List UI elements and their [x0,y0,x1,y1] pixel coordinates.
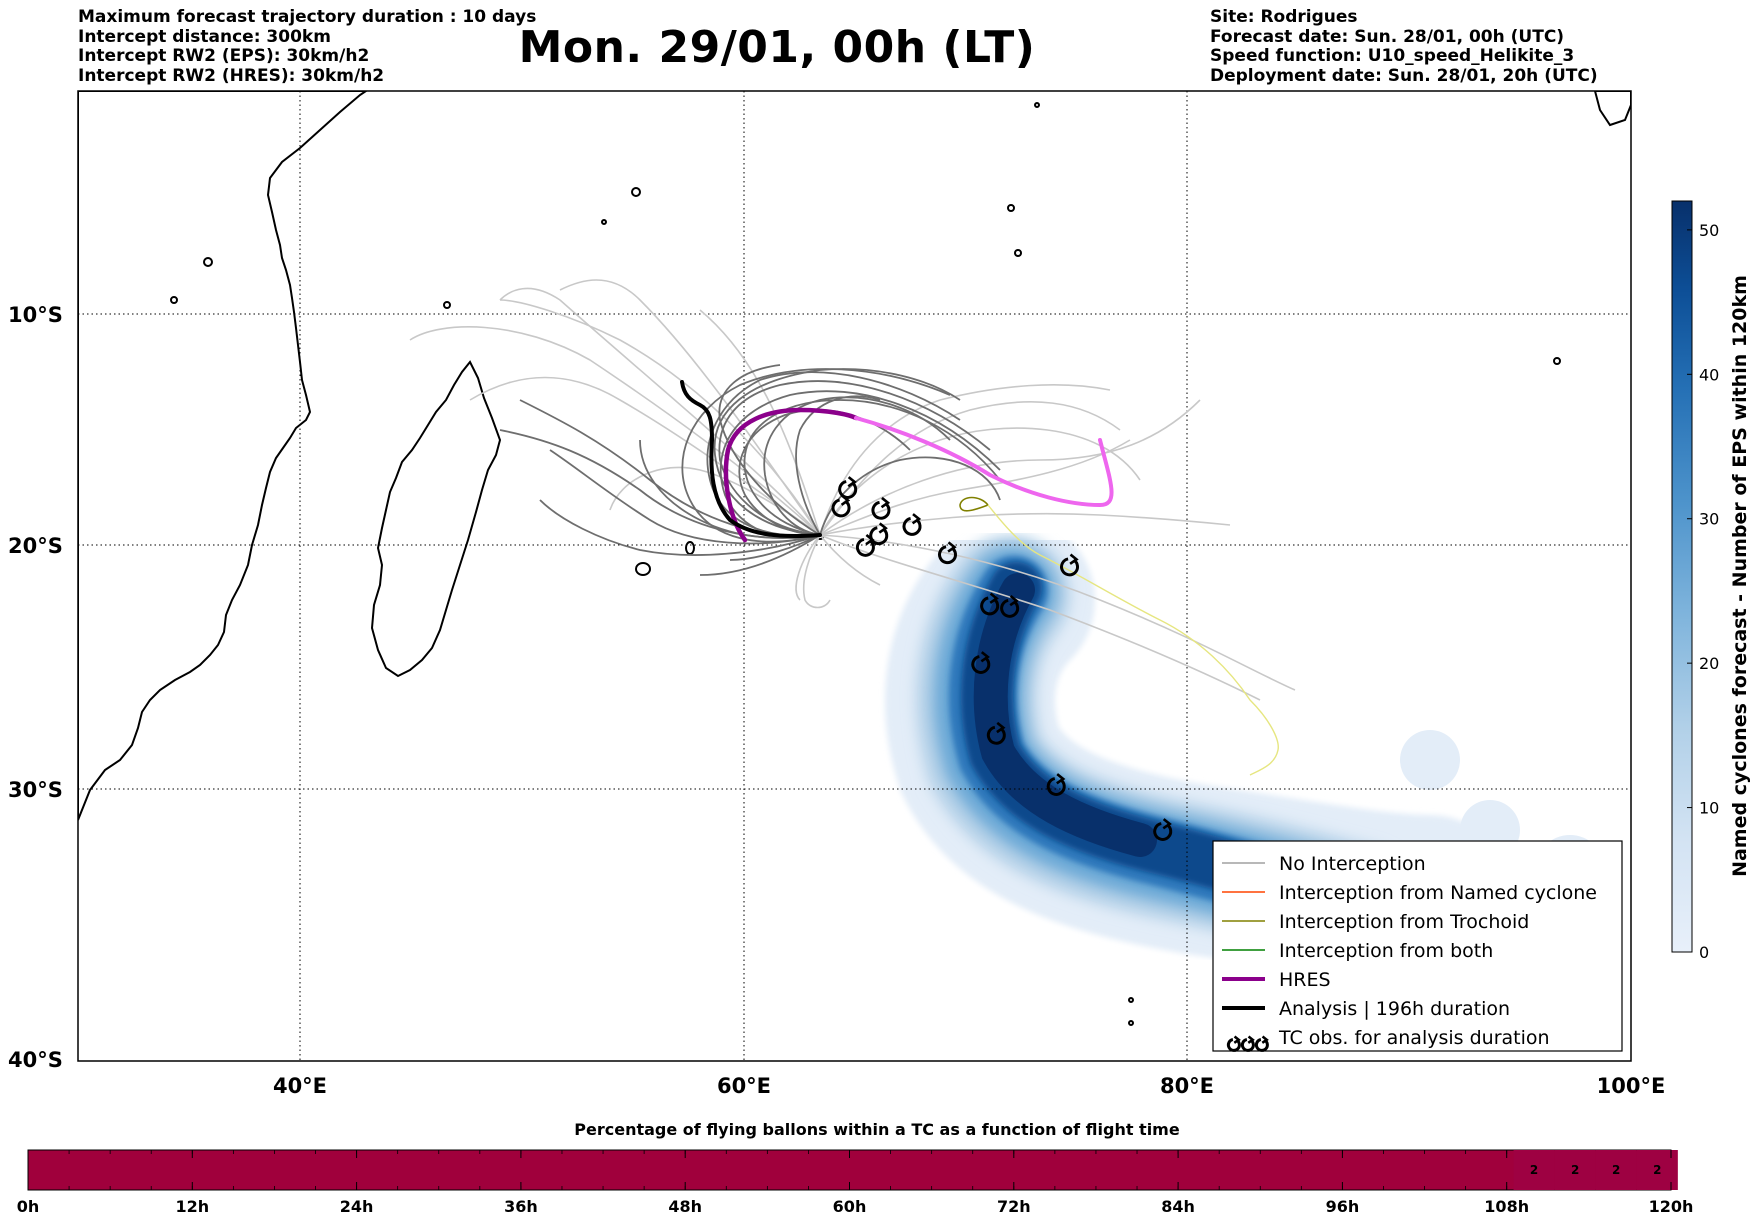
deployment-date: Deployment date: Sun. 28/01, 20h (UTC) [1210,65,1598,86]
tc-obs-marker [971,651,991,674]
legend-label: Interception from Named cyclone [1279,882,1597,904]
tc-obs-marker [938,541,957,565]
tc-obs-marker [1000,595,1020,618]
speed-function: Speed function: U10_speed_Helikite_3 [1210,46,1575,66]
tc-legend-icon [1254,1035,1269,1052]
site-name: Site: Rodrigues [1210,7,1358,27]
legend-item: No Interception [1222,853,1426,875]
max-trajectory-duration: Maximum forecast trajectory duration : 1… [78,7,537,27]
tc-obs-marker [838,476,858,499]
legend-label: No Interception [1279,853,1426,875]
coastlines [78,91,1631,1026]
legend-label: HRES [1279,969,1331,991]
tc-obs-marker [869,522,889,546]
time-bar-tick-label: 84h [1161,1197,1195,1216]
legend-item: Analysis | 196h duration [1222,998,1510,1020]
time-bar-tick-label: 72h [997,1197,1031,1216]
lat-label-10s: 10°S [8,303,63,327]
intercept-rw2-eps: Intercept RW2 (EPS): 30km/h2 [78,46,370,66]
tc-legend-icon [1240,1035,1255,1052]
legend-item: Interception from Trochoid [1222,911,1529,933]
time-bar-cell-label: 2 [1530,1163,1538,1177]
page-title-wrap: Mon. 29/01, 00h (LT) [0,22,1754,73]
colorbar-gradient [1671,200,1693,953]
colorbar-tick-label: 0 [1699,943,1709,962]
legend-item: TC obs. for analysis duration [1226,1027,1550,1052]
time-bar-tick-label: 0h [17,1197,40,1216]
lat-label-40s: 40°S [8,1048,63,1072]
legend-label: Analysis | 196h duration [1279,998,1510,1020]
legend: No Interception Interception from Named c… [1212,840,1623,1052]
latitude-labels: 10°S 20°S 30°S 40°S [8,303,63,1072]
time-bar-tick-label: 48h [668,1197,702,1216]
time-bar: Percentage of flying ballons within a TC… [17,1120,1694,1216]
time-bar-cell [1513,1150,1555,1190]
colorbar-tick-label: 20 [1699,654,1719,673]
legend-item: Interception from both [1222,940,1493,962]
time-bar-tick-label: 36h [504,1197,538,1216]
time-bar-title: Percentage of flying ballons within a TC… [574,1120,1180,1139]
tc-observation-markers [831,476,1173,841]
tc-obs-marker [871,496,891,520]
tc-obs-marker [986,721,1006,745]
page-title: Mon. 29/01, 00h (LT) [518,22,1036,73]
header-right-info: Site: Rodrigues Forecast date: Sun. 28/0… [1210,7,1598,86]
colorbar-tick-label: 40 [1699,365,1719,384]
hres-trajectory [723,407,1114,543]
colorbar: 0 10 20 30 40 50 Named cyclones forecast - Nu… [1671,200,1751,962]
trochoid-trajectory [959,496,1279,776]
time-bar-tick-label: 60h [833,1197,867,1216]
lon-label-40e: 40°E [273,1074,327,1098]
legend-item: HRES [1222,969,1331,991]
longitude-labels: 40°E 60°E 80°E 100°E [273,1074,1665,1098]
time-bar-tick-label: 108h [1484,1197,1529,1216]
legend-box [1212,840,1623,1052]
lon-label-60e: 60°E [717,1074,771,1098]
lat-label-30s: 30°S [8,778,63,802]
colorbar-tick-label: 30 [1699,510,1719,529]
tc-legend-icon [1226,1035,1241,1052]
lat-label-20s: 20°S [8,534,63,558]
colorbar-label: Named cyclones forecast - Number of EPS … [1729,275,1751,877]
forecast-date: Forecast date: Sun. 28/01, 00h (UTC) [1210,26,1565,47]
lon-label-80e: 80°E [1160,1074,1214,1098]
header-left-info: Maximum forecast trajectory duration : 1… [78,7,537,86]
legend-label: Interception from Trochoid [1279,911,1529,933]
legend-label: Interception from both [1279,940,1493,962]
intercept-rw2-hres: Intercept RW2 (HRES): 30km/h2 [78,65,385,86]
tc-obs-marker [980,592,1000,616]
time-bar-cell-label: 2 [1653,1163,1661,1177]
legend-label: TC obs. for analysis duration [1278,1027,1550,1049]
time-bar-cell [1595,1150,1637,1190]
lon-label-100e: 100°E [1597,1074,1666,1098]
time-bar-cell-label: 2 [1612,1163,1620,1177]
tc-obs-marker [1153,818,1173,841]
time-bar-cell [1554,1150,1596,1190]
time-bar-tick-label: 12h [175,1197,209,1216]
intercept-distance: Intercept distance: 300km [78,26,331,47]
map-frame [77,90,1632,1062]
legend-item: Interception from Named cyclone [1222,882,1597,904]
time-bar-cell-label: 2 [1571,1163,1579,1177]
tc-obs-marker [902,513,922,536]
tc-obs-marker [1046,773,1066,796]
analysis-trajectory [680,380,822,539]
time-bar-tick-label: 24h [340,1197,374,1216]
time-bar-tick-label: 96h [1326,1197,1360,1216]
colorbar-tick-label: 10 [1699,799,1719,818]
time-bar-tick-label: 120h [1649,1197,1694,1216]
tc-obs-marker [1060,553,1079,577]
colorbar-tick-label: 50 [1699,221,1719,240]
